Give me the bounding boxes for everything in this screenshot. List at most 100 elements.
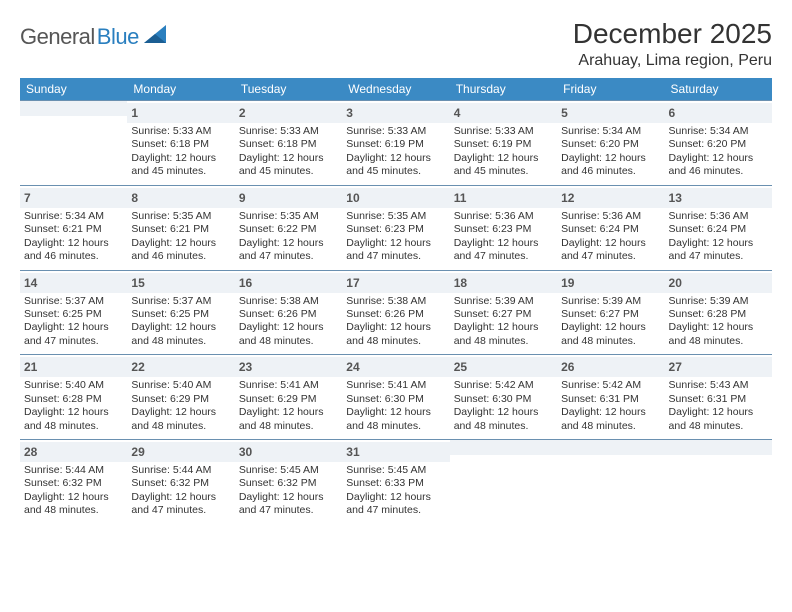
day-cell: 30Sunrise: 5:45 AMSunset: 6:32 PMDayligh… [235, 439, 342, 524]
sun-info-line: Sunrise: 5:34 AM [24, 210, 123, 223]
day-cell: 7Sunrise: 5:34 AMSunset: 6:21 PMDaylight… [20, 185, 127, 270]
day-cell: 29Sunrise: 5:44 AMSunset: 6:32 PMDayligh… [127, 439, 234, 524]
calendar-cell: 22Sunrise: 5:40 AMSunset: 6:29 PMDayligh… [127, 354, 234, 439]
day-cell: 31Sunrise: 5:45 AMSunset: 6:33 PMDayligh… [342, 439, 449, 524]
sun-info-line: Sunset: 6:23 PM [346, 223, 445, 236]
day-cell: 15Sunrise: 5:37 AMSunset: 6:25 PMDayligh… [127, 270, 234, 355]
logo-sail-icon [144, 25, 168, 50]
sun-info-line: Sunrise: 5:39 AM [561, 295, 660, 308]
sun-info-line: and 48 minutes. [24, 504, 123, 517]
day-cell: 12Sunrise: 5:36 AMSunset: 6:24 PMDayligh… [557, 185, 664, 270]
day-number: 26 [561, 360, 574, 374]
sun-info-line: Daylight: 12 hours [561, 237, 660, 250]
sun-info-line: Sunset: 6:24 PM [561, 223, 660, 236]
day-number: 10 [346, 191, 359, 205]
calendar-cell: 21Sunrise: 5:40 AMSunset: 6:28 PMDayligh… [20, 354, 127, 439]
sun-info-line: Daylight: 12 hours [346, 406, 445, 419]
sun-info-line: Sunset: 6:30 PM [454, 393, 553, 406]
calendar-page: General Blue December 2025 Arahuay, Lima… [0, 0, 792, 612]
sun-info-line: Sunrise: 5:33 AM [454, 125, 553, 138]
sun-info-line: Sunset: 6:26 PM [239, 308, 338, 321]
sun-info-line: Daylight: 12 hours [24, 321, 123, 334]
logo-text-blue: Blue [97, 24, 139, 50]
sun-info-line: and 48 minutes. [131, 420, 230, 433]
sun-info-line: Sunrise: 5:35 AM [131, 210, 230, 223]
sun-info-line: Daylight: 12 hours [346, 491, 445, 504]
sun-info-line: Daylight: 12 hours [454, 152, 553, 165]
calendar-cell: 30Sunrise: 5:45 AMSunset: 6:32 PMDayligh… [235, 439, 342, 524]
sun-info-line: and 47 minutes. [239, 504, 338, 517]
day-number: 29 [131, 445, 144, 459]
day-number: 5 [561, 106, 568, 120]
day-number: 7 [24, 191, 31, 205]
calendar-thead: SundayMondayTuesdayWednesdayThursdayFrid… [20, 78, 772, 100]
weekday-header: Thursday [450, 78, 557, 100]
sun-info-line: Sunrise: 5:33 AM [346, 125, 445, 138]
day-number: 27 [669, 360, 682, 374]
day-cell: 26Sunrise: 5:42 AMSunset: 6:31 PMDayligh… [557, 354, 664, 439]
calendar-week-row: 21Sunrise: 5:40 AMSunset: 6:28 PMDayligh… [20, 354, 772, 439]
sun-info-line: Daylight: 12 hours [131, 321, 230, 334]
calendar-cell: 4Sunrise: 5:33 AMSunset: 6:19 PMDaylight… [450, 100, 557, 185]
sun-info-line: and 47 minutes. [454, 250, 553, 263]
sun-info-line: Sunset: 6:23 PM [454, 223, 553, 236]
calendar-cell: 5Sunrise: 5:34 AMSunset: 6:20 PMDaylight… [557, 100, 664, 185]
calendar-cell: 17Sunrise: 5:38 AMSunset: 6:26 PMDayligh… [342, 270, 449, 355]
sun-info-line: and 48 minutes. [454, 420, 553, 433]
empty-day [450, 439, 557, 517]
day-cell: 25Sunrise: 5:42 AMSunset: 6:30 PMDayligh… [450, 354, 557, 439]
sun-info-line: and 48 minutes. [669, 335, 768, 348]
weekday-header: Monday [127, 78, 234, 100]
header: General Blue December 2025 Arahuay, Lima… [20, 18, 772, 70]
sun-info-line: and 48 minutes. [454, 335, 553, 348]
calendar-cell: 19Sunrise: 5:39 AMSunset: 6:27 PMDayligh… [557, 270, 664, 355]
calendar-cell [557, 439, 664, 524]
sun-info-line: and 47 minutes. [239, 250, 338, 263]
sun-info-line: Daylight: 12 hours [239, 152, 338, 165]
day-cell: 17Sunrise: 5:38 AMSunset: 6:26 PMDayligh… [342, 270, 449, 355]
calendar-week-row: 14Sunrise: 5:37 AMSunset: 6:25 PMDayligh… [20, 270, 772, 355]
sun-info-line: and 47 minutes. [24, 335, 123, 348]
sun-info-line: Sunrise: 5:39 AM [454, 295, 553, 308]
sun-info-line: Sunrise: 5:35 AM [346, 210, 445, 223]
calendar-cell: 1Sunrise: 5:33 AMSunset: 6:18 PMDaylight… [127, 100, 234, 185]
calendar-cell: 20Sunrise: 5:39 AMSunset: 6:28 PMDayligh… [665, 270, 772, 355]
sun-info-line: Sunset: 6:20 PM [669, 138, 768, 151]
calendar-cell: 26Sunrise: 5:42 AMSunset: 6:31 PMDayligh… [557, 354, 664, 439]
day-number: 6 [669, 106, 676, 120]
day-number: 12 [561, 191, 574, 205]
weekday-header: Saturday [665, 78, 772, 100]
calendar-cell: 31Sunrise: 5:45 AMSunset: 6:33 PMDayligh… [342, 439, 449, 524]
weekday-header: Sunday [20, 78, 127, 100]
sun-info-line: and 47 minutes. [346, 504, 445, 517]
sun-info-line: Sunrise: 5:34 AM [669, 125, 768, 138]
day-cell: 27Sunrise: 5:43 AMSunset: 6:31 PMDayligh… [665, 354, 772, 439]
day-number: 9 [239, 191, 246, 205]
sun-info-line: Sunset: 6:33 PM [346, 477, 445, 490]
sun-info-line: Sunrise: 5:34 AM [561, 125, 660, 138]
sun-info-line: Sunrise: 5:38 AM [346, 295, 445, 308]
sun-info-line: Daylight: 12 hours [454, 406, 553, 419]
sun-info-line: Daylight: 12 hours [561, 406, 660, 419]
sun-info-line: and 48 minutes. [346, 335, 445, 348]
day-cell: 20Sunrise: 5:39 AMSunset: 6:28 PMDayligh… [665, 270, 772, 355]
day-number: 19 [561, 276, 574, 290]
calendar-table: SundayMondayTuesdayWednesdayThursdayFrid… [20, 78, 772, 524]
day-number: 21 [24, 360, 37, 374]
calendar-cell: 28Sunrise: 5:44 AMSunset: 6:32 PMDayligh… [20, 439, 127, 524]
day-cell: 19Sunrise: 5:39 AMSunset: 6:27 PMDayligh… [557, 270, 664, 355]
sun-info-line: Sunset: 6:27 PM [454, 308, 553, 321]
logo: General Blue [20, 18, 168, 50]
sun-info-line: and 48 minutes. [561, 420, 660, 433]
sun-info-line: and 48 minutes. [24, 420, 123, 433]
empty-day [557, 439, 664, 517]
sun-info-line: Sunset: 6:29 PM [239, 393, 338, 406]
calendar-body: 1Sunrise: 5:33 AMSunset: 6:18 PMDaylight… [20, 100, 772, 524]
sun-info-line: and 48 minutes. [239, 420, 338, 433]
sun-info-line: Sunset: 6:32 PM [131, 477, 230, 490]
sun-info-line: Sunset: 6:25 PM [24, 308, 123, 321]
sun-info-line: Sunset: 6:24 PM [669, 223, 768, 236]
calendar-cell: 27Sunrise: 5:43 AMSunset: 6:31 PMDayligh… [665, 354, 772, 439]
sun-info-line: Daylight: 12 hours [239, 321, 338, 334]
sun-info-line: Sunset: 6:31 PM [669, 393, 768, 406]
